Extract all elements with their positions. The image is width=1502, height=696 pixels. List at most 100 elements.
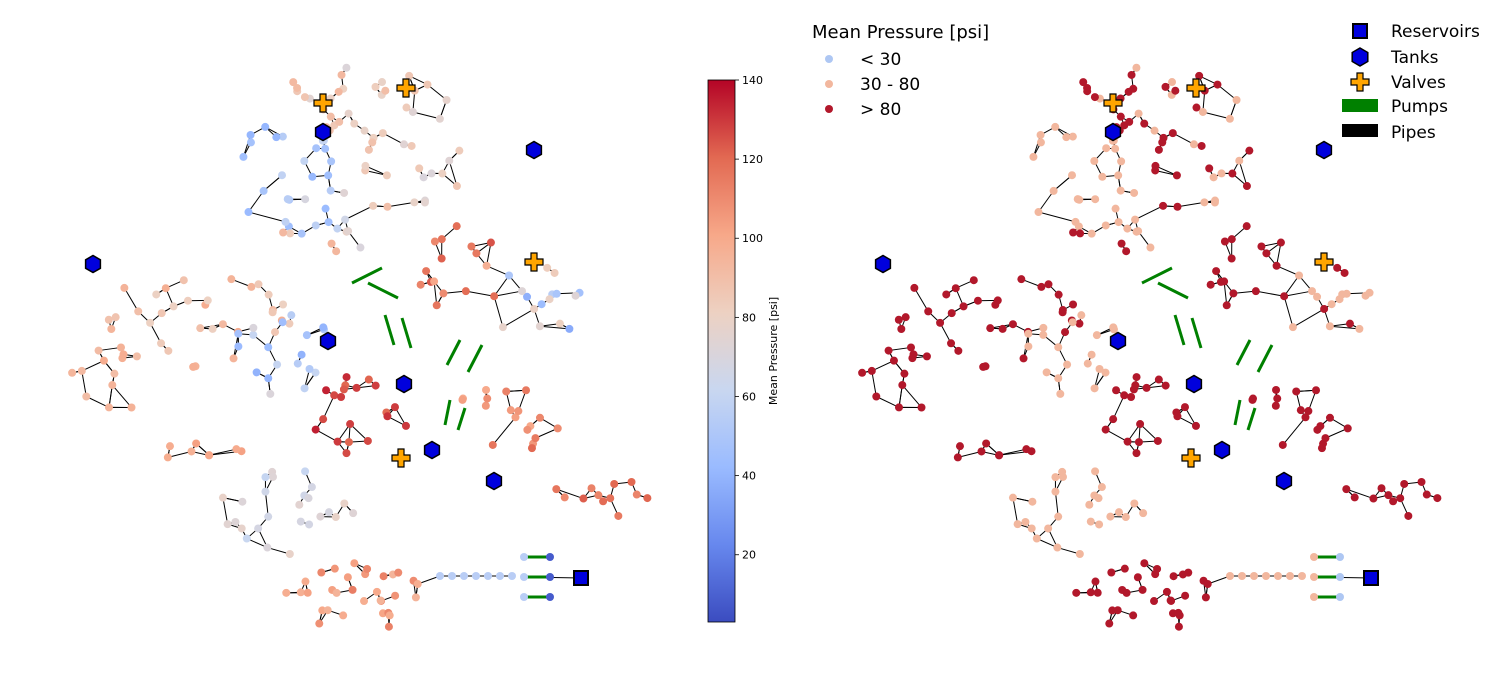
legend-item-valves: Valves	[1350, 72, 1446, 93]
junction-node	[518, 287, 527, 296]
junction-node	[286, 229, 295, 238]
junction-node	[1242, 182, 1251, 191]
junction-node	[189, 362, 198, 371]
junction-node	[348, 585, 357, 594]
junction-node	[1336, 553, 1344, 561]
junction-node	[152, 290, 161, 299]
junction-node	[1174, 622, 1183, 631]
junction-node	[1150, 597, 1159, 606]
junction-node	[527, 444, 536, 453]
junction-node	[383, 202, 392, 211]
tank-marker	[874, 254, 892, 274]
junction-node	[1168, 78, 1177, 87]
junction-node	[482, 385, 491, 394]
pump-layer	[351, 266, 550, 599]
junction-node	[1173, 412, 1182, 421]
junction-node	[1333, 263, 1342, 272]
junction-node	[1257, 242, 1266, 251]
junction-node	[169, 302, 178, 311]
pipe	[264, 491, 269, 517]
junction-node	[1109, 415, 1118, 424]
junction-node	[1296, 406, 1305, 415]
junction-node	[1396, 494, 1405, 503]
junction-node	[316, 512, 325, 521]
junction-node	[1051, 122, 1060, 131]
junction-node	[308, 172, 317, 181]
junction-node	[1134, 438, 1143, 447]
junction-node	[1209, 173, 1218, 182]
junction-node	[1389, 497, 1398, 506]
junction-node	[483, 394, 492, 403]
junction-node	[246, 130, 255, 139]
junction-node	[1171, 86, 1180, 95]
junction-node	[995, 451, 1004, 460]
valve-marker	[1186, 78, 1206, 98]
junction-node	[1271, 401, 1280, 410]
junction-node	[339, 611, 348, 620]
junction-node	[432, 301, 441, 310]
junction-node	[438, 169, 447, 178]
junction-node	[283, 195, 292, 204]
junction-node	[1350, 493, 1359, 502]
junction-node	[1161, 82, 1170, 91]
junction-node	[1086, 588, 1095, 597]
junction-node	[1288, 323, 1297, 332]
junction-node	[1132, 63, 1141, 72]
junction-node	[520, 553, 528, 561]
junction-node	[1123, 224, 1132, 233]
junction-node	[232, 445, 241, 454]
junction-node	[1087, 350, 1096, 359]
junction-node	[1320, 304, 1329, 313]
tank-marker	[1104, 122, 1122, 142]
junction-node	[279, 300, 288, 309]
junction-node	[1150, 126, 1159, 135]
junction-node	[324, 508, 333, 517]
junction-node	[1327, 300, 1336, 309]
junction-node	[192, 439, 201, 448]
junction-node	[910, 283, 919, 292]
junction-node	[1343, 424, 1352, 433]
junction-node	[1127, 70, 1136, 79]
junction-node	[416, 280, 425, 289]
junction-node	[1217, 169, 1226, 178]
junction-node	[107, 324, 116, 333]
junction-node	[1201, 593, 1210, 602]
tank-marker	[314, 122, 332, 142]
junction-node	[535, 322, 544, 331]
junction-node	[407, 141, 416, 150]
junction-node	[1134, 109, 1143, 118]
junction-node	[1304, 407, 1313, 416]
junction-node	[1058, 308, 1067, 317]
junction-node	[331, 513, 340, 522]
junction-node	[264, 343, 273, 352]
junction-node	[1120, 391, 1129, 400]
junction-node	[287, 311, 296, 320]
junction-node	[239, 152, 248, 161]
junction-node	[1094, 494, 1103, 503]
tank-marker	[84, 254, 102, 274]
junction-node	[1227, 235, 1236, 244]
legend-label-reservoirs: Reservoirs	[1391, 22, 1480, 42]
reservoir-marker	[1363, 570, 1379, 586]
junction-node	[311, 221, 320, 230]
junction-node	[1169, 572, 1178, 581]
junction-node	[1313, 292, 1322, 301]
junction-node	[1102, 144, 1111, 153]
junction-node	[1180, 403, 1189, 412]
junction-node	[435, 114, 444, 123]
junction-node	[304, 494, 313, 503]
pipe	[1112, 395, 1125, 420]
junction-node	[363, 564, 372, 573]
junction-node	[311, 425, 320, 434]
pipe	[412, 111, 441, 120]
junction-node	[1276, 238, 1285, 247]
junction-node	[1075, 319, 1084, 328]
junction-node	[552, 289, 561, 298]
junction-node	[183, 296, 192, 305]
junction-node	[324, 218, 333, 227]
pipe	[539, 325, 570, 330]
junction-node	[413, 579, 422, 588]
pump	[1233, 399, 1242, 426]
special-layer	[874, 78, 1379, 586]
junction-node	[514, 407, 523, 416]
